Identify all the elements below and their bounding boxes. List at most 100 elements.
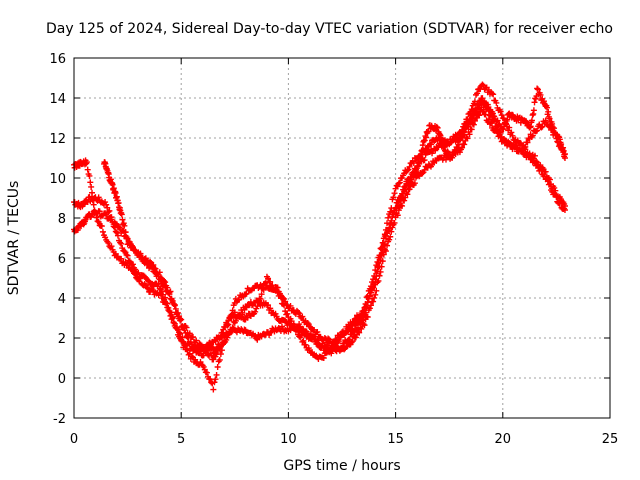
data-point: [299, 313, 306, 320]
plot-frame: [73, 57, 611, 419]
y-tick-label: 16: [49, 52, 66, 67]
data-point: [168, 316, 175, 323]
data-point: [395, 197, 402, 204]
data-point: [295, 309, 302, 316]
data-point: [505, 127, 512, 134]
data-point: [494, 117, 501, 124]
data-point: [124, 260, 131, 267]
data-point: [217, 350, 224, 357]
data-point: [162, 299, 169, 306]
data-point: [137, 275, 144, 282]
series-track-b: [71, 104, 568, 363]
x-tick-label: 25: [602, 432, 619, 447]
data-point: [377, 268, 384, 275]
data-point: [158, 295, 165, 302]
data-point: [540, 98, 547, 105]
data-point: [365, 295, 372, 302]
data-point: [482, 111, 489, 118]
y-axis-title: SDTVAR / TECUs: [6, 181, 22, 296]
data-point: [211, 379, 218, 386]
x-tick-label: 5: [177, 432, 185, 447]
data-point: [384, 230, 391, 237]
data-point: [118, 240, 125, 247]
data-point: [147, 258, 154, 265]
data-point: [255, 298, 262, 305]
data-point: [399, 202, 406, 209]
data-point: [372, 279, 379, 286]
data-point: [411, 180, 418, 187]
data-point: [534, 127, 541, 134]
data-point: [124, 252, 131, 259]
data-point: [144, 277, 151, 284]
data-point: [169, 315, 176, 322]
data-point: [129, 261, 136, 268]
axis-ticks: 0 5 10 15 20 25 -2 0 2 4 6 8 10 12 14 16: [49, 52, 618, 447]
data-point: [123, 251, 130, 258]
data-point: [506, 140, 513, 147]
data-point: [143, 284, 150, 291]
data-point: [83, 159, 90, 166]
data-point: [552, 187, 559, 194]
y-tick-label: 8: [58, 212, 66, 227]
data-point: [244, 314, 251, 321]
data-point: [489, 90, 496, 97]
data-point: [375, 277, 382, 284]
y-tick-label: 2: [58, 332, 66, 347]
data-point: [102, 199, 109, 206]
data-point: [92, 209, 99, 216]
data-point: [529, 132, 536, 139]
data-point: [386, 236, 393, 243]
data-point: [386, 224, 393, 231]
data-point: [391, 190, 398, 197]
data-point: [252, 308, 259, 315]
data-point: [497, 108, 504, 115]
data-point: [197, 347, 204, 354]
data-point: [455, 144, 462, 151]
data-point: [432, 147, 439, 154]
data-point: [208, 340, 215, 347]
data-point: [178, 337, 185, 344]
data-point: [370, 284, 377, 291]
data-point: [546, 176, 553, 183]
data-point: [390, 211, 397, 218]
data-point: [348, 339, 355, 346]
data-point: [254, 303, 261, 310]
data-point: [392, 205, 399, 212]
data-point: [242, 327, 249, 334]
data-point: [439, 136, 446, 143]
data-point: [269, 282, 276, 289]
series-track-d: [101, 85, 568, 356]
data-point: [370, 298, 377, 305]
data-point: [222, 324, 229, 331]
data-point: [167, 288, 174, 295]
data-point: [267, 305, 274, 312]
y-tick-label: 0: [58, 372, 66, 387]
data-point: [229, 312, 236, 319]
data-point: [287, 302, 294, 309]
data-point: [373, 273, 380, 280]
data-point: [118, 255, 125, 262]
data-point: [257, 281, 264, 288]
data-point: [534, 85, 541, 92]
data-point: [162, 279, 169, 286]
data-point: [474, 90, 481, 97]
data-point: [359, 312, 366, 319]
data-point: [476, 104, 483, 111]
data-point: [89, 189, 96, 196]
data-point: [377, 257, 384, 264]
data-point: [396, 179, 403, 186]
data-point: [408, 176, 415, 183]
data-point: [314, 328, 321, 335]
data-point: [412, 168, 419, 175]
data-point: [150, 261, 157, 268]
data-point: [203, 369, 210, 376]
data-point: [385, 214, 392, 221]
data-point: [192, 356, 199, 363]
data-point: [382, 248, 389, 255]
data-point: [296, 310, 303, 317]
data-point: [171, 320, 178, 327]
y-tick-label: 10: [49, 172, 66, 187]
data-point: [103, 211, 110, 218]
data-point: [185, 351, 192, 358]
data-point: [325, 348, 332, 355]
